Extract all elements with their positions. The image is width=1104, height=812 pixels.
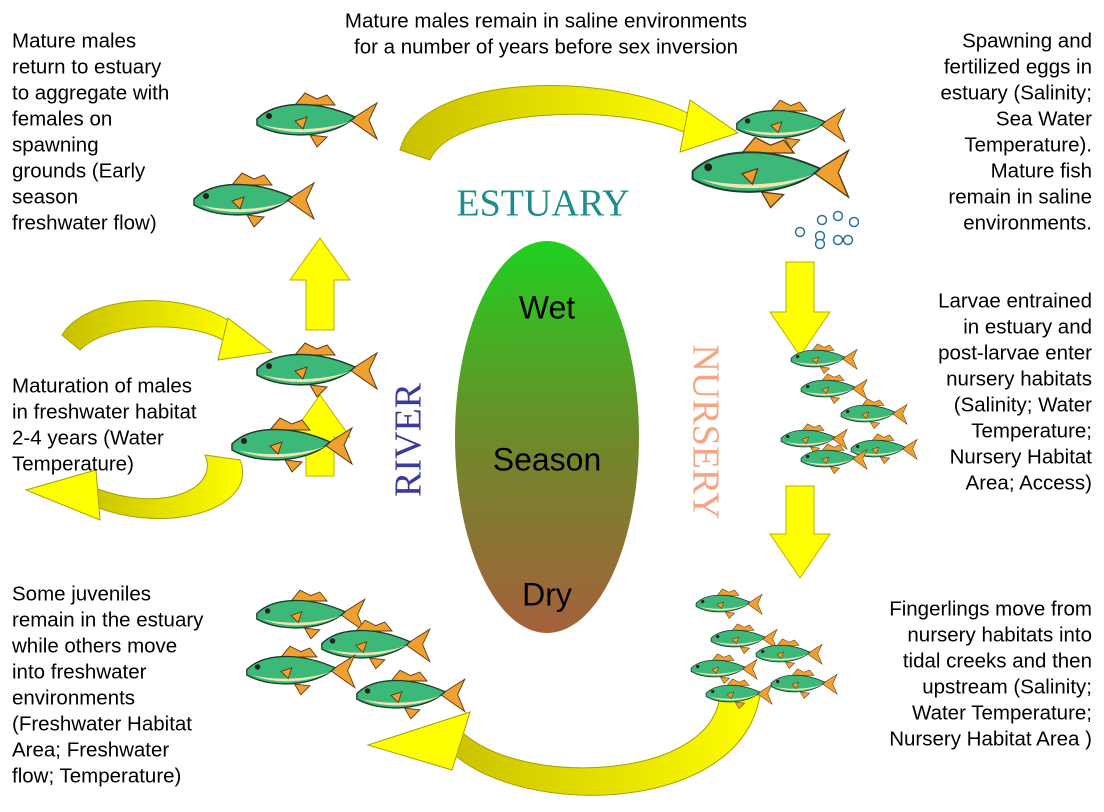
caption-line: Mature males remain in saline environmen… (345, 9, 747, 32)
caption-line: Larvae entrained (938, 289, 1092, 312)
fish (841, 399, 907, 429)
caption-line: post-larvae enter (938, 341, 1092, 364)
caption-line: for a number of years before sex inversi… (354, 35, 738, 58)
caption-line: Mature fish (991, 159, 1092, 182)
caption-line: nursery habitats into (907, 623, 1092, 646)
fish (194, 173, 314, 227)
fish (771, 669, 837, 699)
season-label: Dry (522, 576, 572, 612)
caption-line: grounds (Early (12, 159, 146, 182)
curved-arrow (440, 690, 760, 795)
fish (706, 679, 772, 709)
caption-line: season (12, 185, 78, 208)
arrow-down (770, 486, 830, 578)
eggs (796, 212, 859, 249)
caption-line: Sea Water (996, 107, 1092, 130)
caption-line: nursery habitats (946, 367, 1092, 390)
caption-line: environments. (963, 211, 1092, 234)
caption-line: Nursery Habitat Area ) (889, 727, 1092, 750)
fish (801, 374, 867, 404)
caption-line: to aggregate with (12, 81, 169, 104)
caption-line: 2-4 years (Water (12, 426, 164, 449)
arrow-down (770, 262, 830, 356)
caption-line: tidal creeks and then (903, 649, 1092, 672)
zone-label: RIVER (388, 382, 430, 497)
arrow-head (368, 712, 470, 770)
caption-line: upstream (Salinity; (922, 675, 1092, 698)
caption-line: remain in the estuary (12, 608, 204, 631)
curved-arrow (400, 86, 700, 160)
caption-line: Mature males (12, 29, 136, 52)
caption-line: Temperature) (12, 452, 134, 475)
caption-line: environments (12, 686, 135, 709)
caption-line: while others move (11, 634, 177, 657)
season-label: Season (493, 441, 602, 477)
caption-line: in freshwater habitat (12, 400, 197, 423)
arrow-head (218, 318, 272, 360)
caption-line: estuary (Salinity; (940, 81, 1092, 104)
zone-label: ESTUARY (456, 183, 629, 225)
caption-line: in estuary and (963, 315, 1092, 338)
caption-line: Maturation of males (12, 374, 192, 397)
season-label: Wet (519, 289, 575, 325)
fish (756, 639, 822, 669)
caption-line: females on (12, 107, 112, 130)
caption-line: Fingerlings move from (889, 597, 1092, 620)
caption-line: freshwater flow) (12, 211, 157, 234)
fish (257, 93, 377, 147)
arrow-head (26, 470, 100, 520)
caption-line: return to estuary (12, 55, 162, 78)
caption-line: Water Temperature; (912, 701, 1092, 724)
fish (693, 137, 849, 207)
fish (257, 343, 377, 397)
arrow-head (680, 100, 738, 152)
fish (322, 620, 430, 669)
arrow-up (290, 238, 350, 330)
caption-line: Temperature; (971, 419, 1092, 442)
caption-line: Temperature). (964, 133, 1092, 156)
curved-arrow (62, 301, 240, 350)
fish (696, 589, 762, 619)
fish (691, 654, 757, 684)
caption-line: spawning (12, 133, 99, 156)
caption-line: into freshwater (12, 660, 147, 683)
caption-line: fertilized eggs in (944, 55, 1092, 78)
caption-line: (Salinity; Water (954, 393, 1092, 416)
zone-label: NURSERY (684, 344, 726, 519)
caption-line: Area; Access) (966, 471, 1092, 494)
fish (357, 670, 465, 719)
caption-line: Nursery Habitat (950, 445, 1093, 468)
caption-line: (Freshwater Habitat (12, 712, 192, 735)
caption-line: flow; Temperature) (12, 764, 181, 787)
caption-line: remain in saline (948, 185, 1092, 208)
caption-line: Some juveniles (12, 582, 151, 605)
diagram: ESTUARY RIVER NURSERY Wet Season Dry Mat… (0, 0, 1104, 812)
caption-line: Area; Freshwater (12, 738, 169, 761)
caption-line: Spawning and (962, 29, 1092, 52)
